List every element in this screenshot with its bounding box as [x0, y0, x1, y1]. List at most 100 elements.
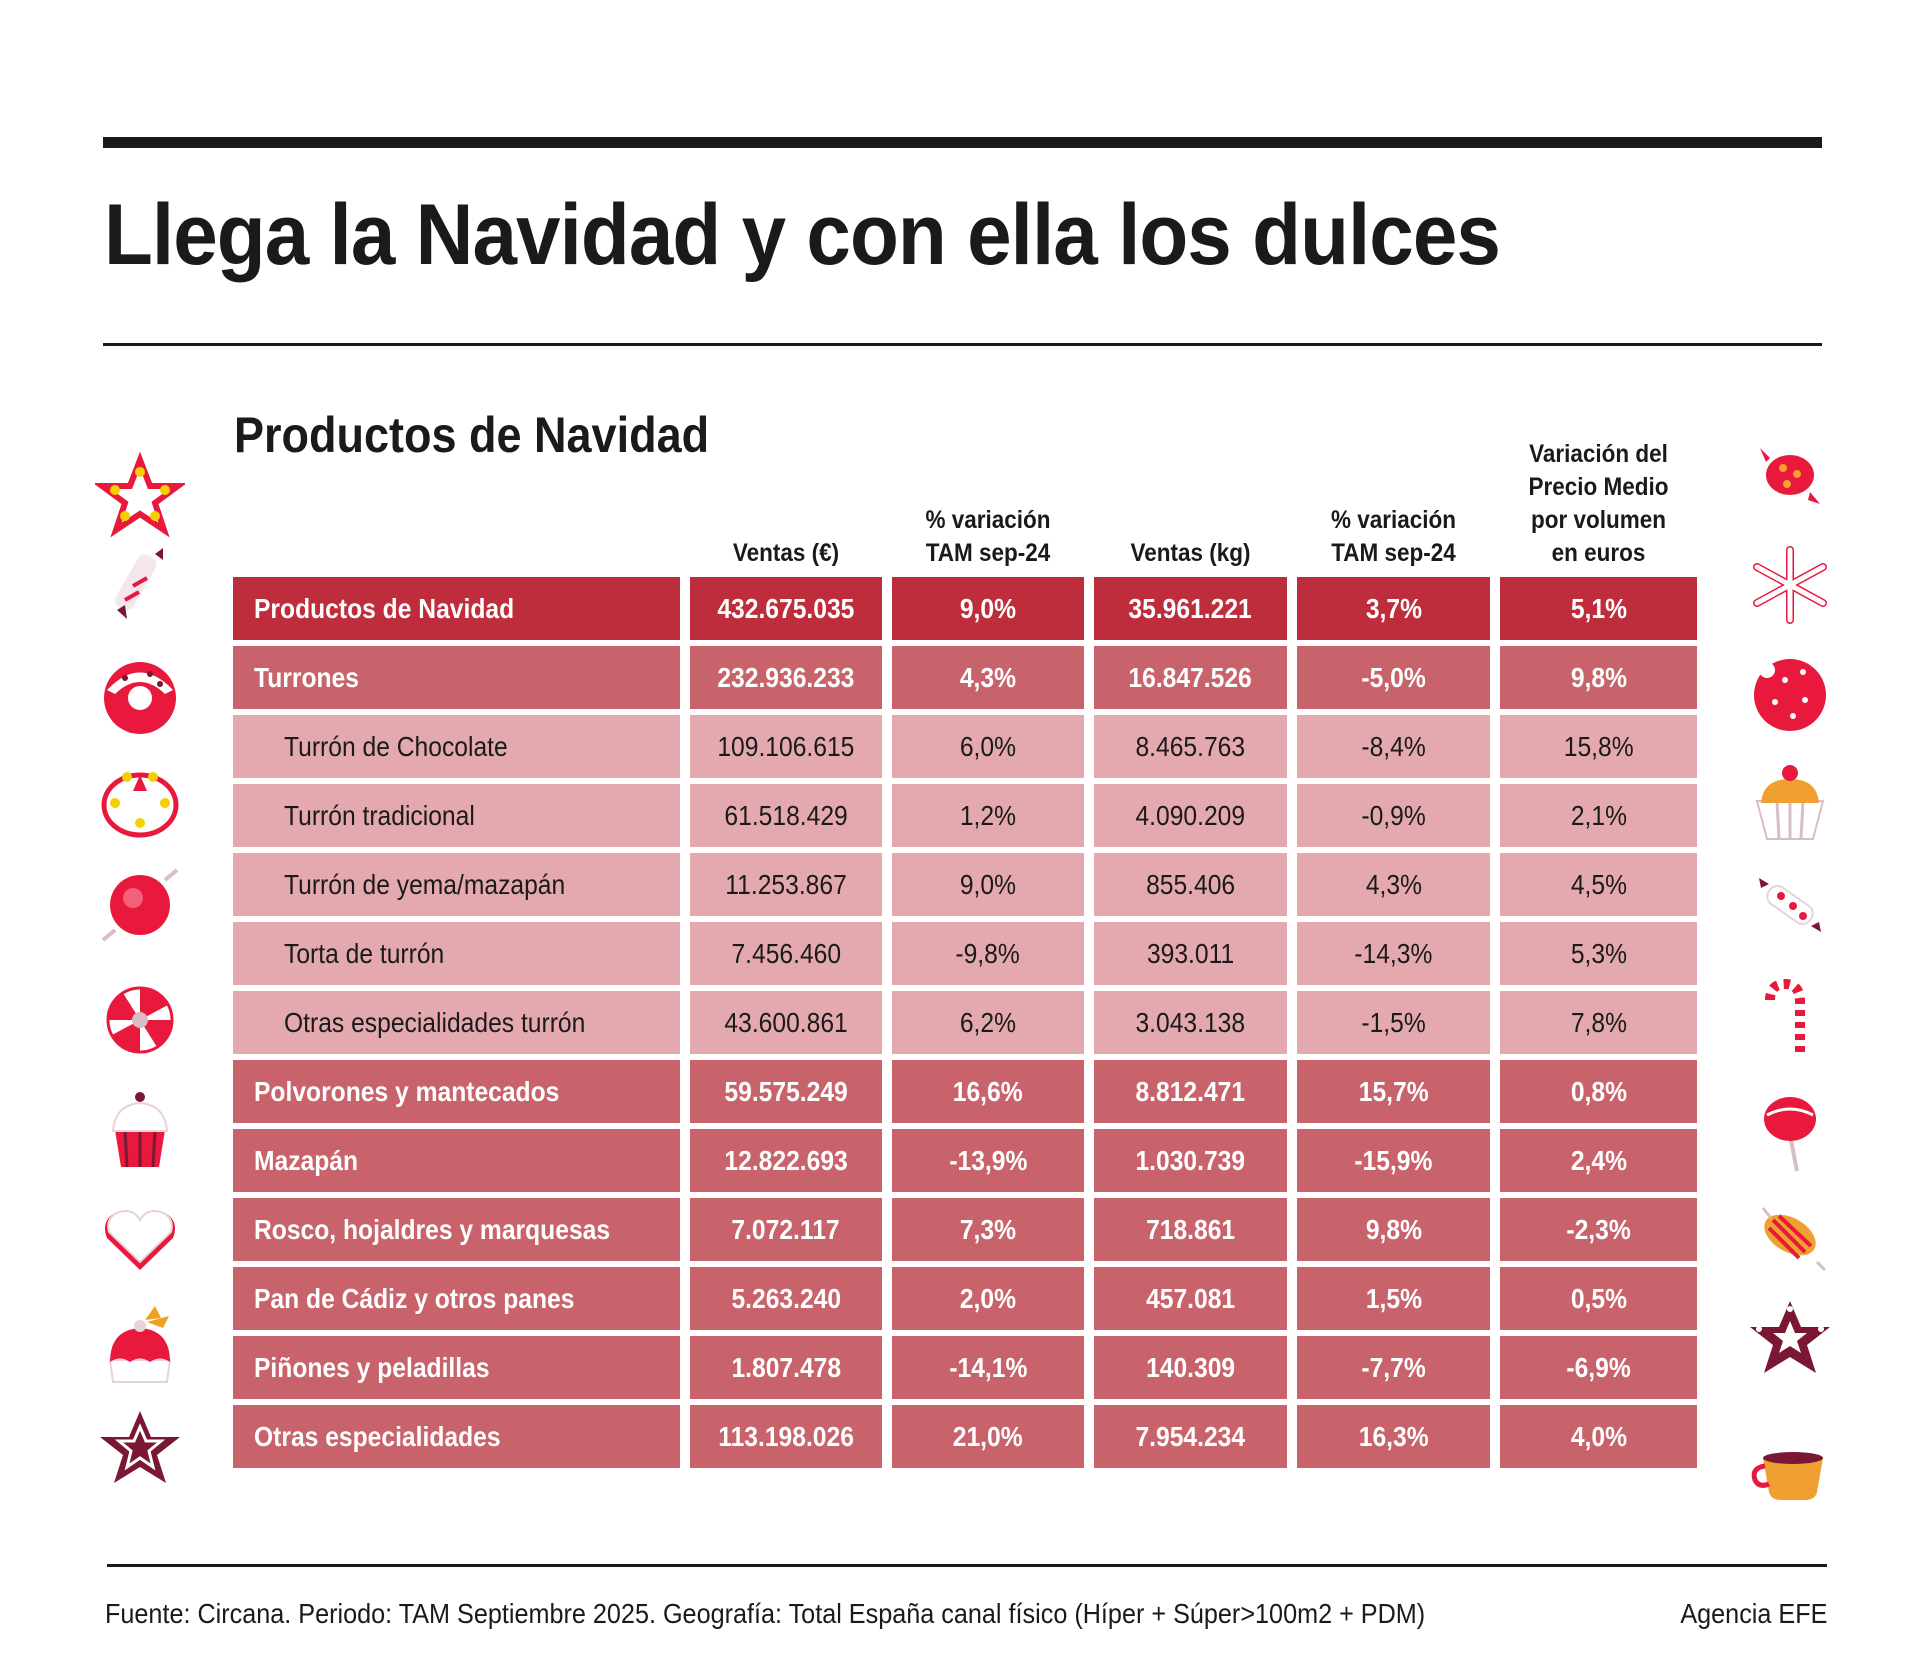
table-cell: 7,8%	[1500, 991, 1697, 1054]
row-label: Turrón tradicional	[233, 784, 680, 847]
table-cell: -1,5%	[1297, 991, 1490, 1054]
table-cell: -15,9%	[1297, 1129, 1490, 1192]
table-cell: 9,8%	[1297, 1198, 1490, 1261]
cupcake-icon	[95, 1085, 185, 1175]
table-cell: 9,8%	[1500, 646, 1697, 709]
wrapped-candy-icon	[95, 540, 185, 630]
col-header-ventas-kg: Ventas (kg)	[1130, 539, 1251, 567]
col-header-var-eur: % variación TAM sep-24	[925, 506, 1051, 567]
table-cell: -13,9%	[892, 1129, 1084, 1192]
peppermint-icon	[95, 975, 185, 1065]
table-cell: 232.936.233	[690, 646, 882, 709]
table-row: Turrones 232.936.233 4,3% 16.847.526 -5,0% 9,…	[233, 646, 1697, 709]
table-cell: -0,9%	[1297, 784, 1490, 847]
table-cell: 2,0%	[892, 1267, 1084, 1330]
sprinkle-cookie-icon	[1745, 650, 1835, 740]
row-label: Pan de Cádiz y otros panes	[233, 1267, 680, 1330]
table-row: Otras especialidades turrón 43.600.861 6,2…	[233, 991, 1697, 1054]
table-cell: 3,7%	[1297, 577, 1490, 640]
table-cell: -9,8%	[892, 922, 1084, 985]
table-cell: -2,3%	[1500, 1198, 1697, 1261]
table-cell: 113.198.026	[690, 1405, 882, 1468]
table-cell: 16.847.526	[1094, 646, 1287, 709]
snowflake-cookie-icon	[1745, 540, 1835, 630]
table-cell: 1,2%	[892, 784, 1084, 847]
table-cell: 61.518.429	[690, 784, 882, 847]
table-cell: -6,9%	[1500, 1336, 1697, 1399]
col-header-ventas-eur: Ventas (€)	[732, 539, 840, 567]
table-cell: 9,0%	[892, 577, 1084, 640]
source-note: Fuente: Circana. Periodo: TAM Septiembre…	[105, 1598, 1426, 1629]
lollipop-icon	[1745, 1085, 1835, 1175]
table-cell: 432.675.035	[690, 577, 882, 640]
row-label: Mazapán	[233, 1129, 680, 1192]
table-cell: 2,1%	[1500, 784, 1697, 847]
table-row: Otras especialidades 113.198.026 21,0% 7.95…	[233, 1405, 1697, 1468]
row-label: Torta de turrón	[233, 922, 680, 985]
donut-icon	[95, 650, 185, 740]
table-cell: 15,8%	[1500, 715, 1697, 778]
star-cookie-icon	[92, 451, 188, 542]
table-cell: 718.861	[1094, 1198, 1287, 1261]
table-cell: 1.030.739	[1094, 1129, 1287, 1192]
table-row: Pan de Cádiz y otros panes 5.263.240 2,0% 4…	[233, 1267, 1697, 1330]
table-cell: 5,3%	[1500, 922, 1697, 985]
table-row: Turrón de Chocolate 109.106.615 6,0% 8.465.…	[233, 715, 1697, 778]
row-label: Turrones	[233, 646, 680, 709]
table-cell: 16,3%	[1297, 1405, 1490, 1468]
table-cell: 7,3%	[892, 1198, 1084, 1261]
row-label: Turrón de Chocolate	[233, 715, 680, 778]
table-cell: 12.822.693	[690, 1129, 882, 1192]
heart-cookie-icon	[95, 1190, 185, 1280]
table-cell: 393.011	[1094, 922, 1287, 985]
table-cell: 1.807.478	[690, 1336, 882, 1399]
table-cell: 15,7%	[1297, 1060, 1490, 1123]
striped-candy-icon	[1745, 860, 1835, 950]
cocoa-cup-icon	[1745, 1420, 1835, 1510]
table-cell: 7.072.117	[690, 1198, 882, 1261]
striped-bonbon-icon	[1745, 1190, 1835, 1280]
table-cell: 1,5%	[1297, 1267, 1490, 1330]
table-cell: 16,6%	[892, 1060, 1084, 1123]
table-cell: -5,0%	[1297, 646, 1490, 709]
table-cell: 3.043.138	[1094, 991, 1287, 1054]
table-cell: 4,5%	[1500, 853, 1697, 916]
table-cell: 8.812.471	[1094, 1060, 1287, 1123]
table-row: Turrón tradicional 61.518.429 1,2% 4.090.20…	[233, 784, 1697, 847]
table-cell: -7,7%	[1297, 1336, 1490, 1399]
table-cell: 4,0%	[1500, 1405, 1697, 1468]
wrapped-bonbon-icon	[1745, 430, 1835, 520]
row-label: Otras especialidades	[233, 1405, 680, 1468]
table-row: Rosco, hojaldres y marquesas 7.072.117 7,3…	[233, 1198, 1697, 1261]
page-title: Llega la Navidad y con ella los dulces	[104, 187, 1501, 283]
table-cell: 7.456.460	[690, 922, 882, 985]
star-wreath-icon	[1745, 1295, 1835, 1385]
table-cell: 7.954.234	[1094, 1405, 1287, 1468]
gingerbread-star-icon	[95, 1405, 185, 1495]
table-row: Torta de turrón 7.456.460 -9,8% 393.011 -14,…	[233, 922, 1697, 985]
title-rule	[103, 343, 1822, 346]
table-cell: 6,0%	[892, 715, 1084, 778]
table-cell: 8.465.763	[1094, 715, 1287, 778]
table-row: Polvorones y mantecados 59.575.249 16,6% 8.…	[233, 1060, 1697, 1123]
table-row: Turrón de yema/mazapán 11.253.867 9,0% 855.…	[233, 853, 1697, 916]
row-label: Otras especialidades turrón	[233, 991, 680, 1054]
table-cell: 35.961.221	[1094, 577, 1287, 640]
table-cell: 4,3%	[892, 646, 1084, 709]
table-cell: 11.253.867	[690, 853, 882, 916]
muffin-icon	[1745, 755, 1835, 845]
row-label: Rosco, hojaldres y marquesas	[233, 1198, 680, 1261]
footer-rule	[107, 1564, 1827, 1567]
table-cell: 21,0%	[892, 1405, 1084, 1468]
table-title: Productos de Navidad	[234, 407, 710, 463]
table-cell: 43.600.861	[690, 991, 882, 1054]
table-cell: 457.081	[1094, 1267, 1287, 1330]
table-cell: 0,5%	[1500, 1267, 1697, 1330]
candy-cane-icon	[1745, 970, 1835, 1060]
table-cell: 4.090.209	[1094, 784, 1287, 847]
table-cell: 5.263.240	[690, 1267, 882, 1330]
table-cell: 140.309	[1094, 1336, 1287, 1399]
table-cell: 4,3%	[1297, 853, 1490, 916]
pudding-icon	[95, 1300, 185, 1390]
table-cell: -8,4%	[1297, 715, 1490, 778]
